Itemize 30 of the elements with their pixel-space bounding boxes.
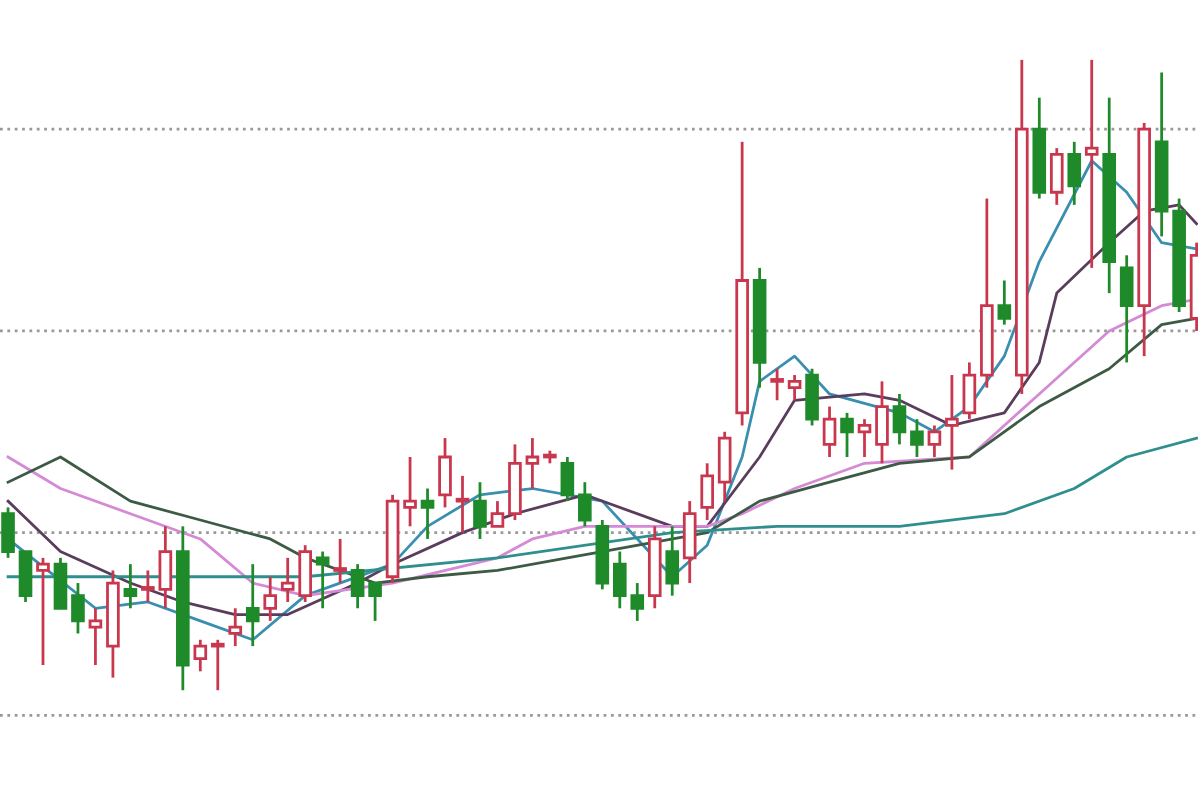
candlestick [403, 455, 417, 528]
candlestick [123, 562, 138, 610]
candlestick [176, 524, 190, 692]
candlestick [141, 569, 155, 604]
candlestick [647, 524, 662, 610]
candlestick [228, 606, 243, 648]
candlestick [682, 499, 697, 585]
candlestick [333, 537, 347, 585]
candlestick [158, 524, 173, 610]
candlestick [735, 140, 749, 427]
candlestick [980, 197, 994, 390]
candlestick [945, 373, 959, 471]
candlestick [245, 562, 260, 648]
candlestick [665, 524, 680, 598]
candlestick [420, 487, 435, 541]
candlestick [1154, 71, 1169, 238]
candlestick [525, 436, 540, 490]
candlestick [455, 474, 470, 535]
candlestick [892, 392, 907, 446]
candlestick [1084, 58, 1099, 270]
candlestick [1102, 96, 1117, 295]
candlestick [752, 266, 767, 390]
candlestick [1119, 253, 1134, 364]
candlestick [263, 575, 278, 623]
candlestick [875, 379, 889, 465]
candlestick [822, 405, 837, 459]
candlestick [700, 461, 714, 522]
candlestick [1015, 58, 1029, 396]
candlestick [1067, 140, 1082, 207]
candlestick [88, 606, 103, 667]
